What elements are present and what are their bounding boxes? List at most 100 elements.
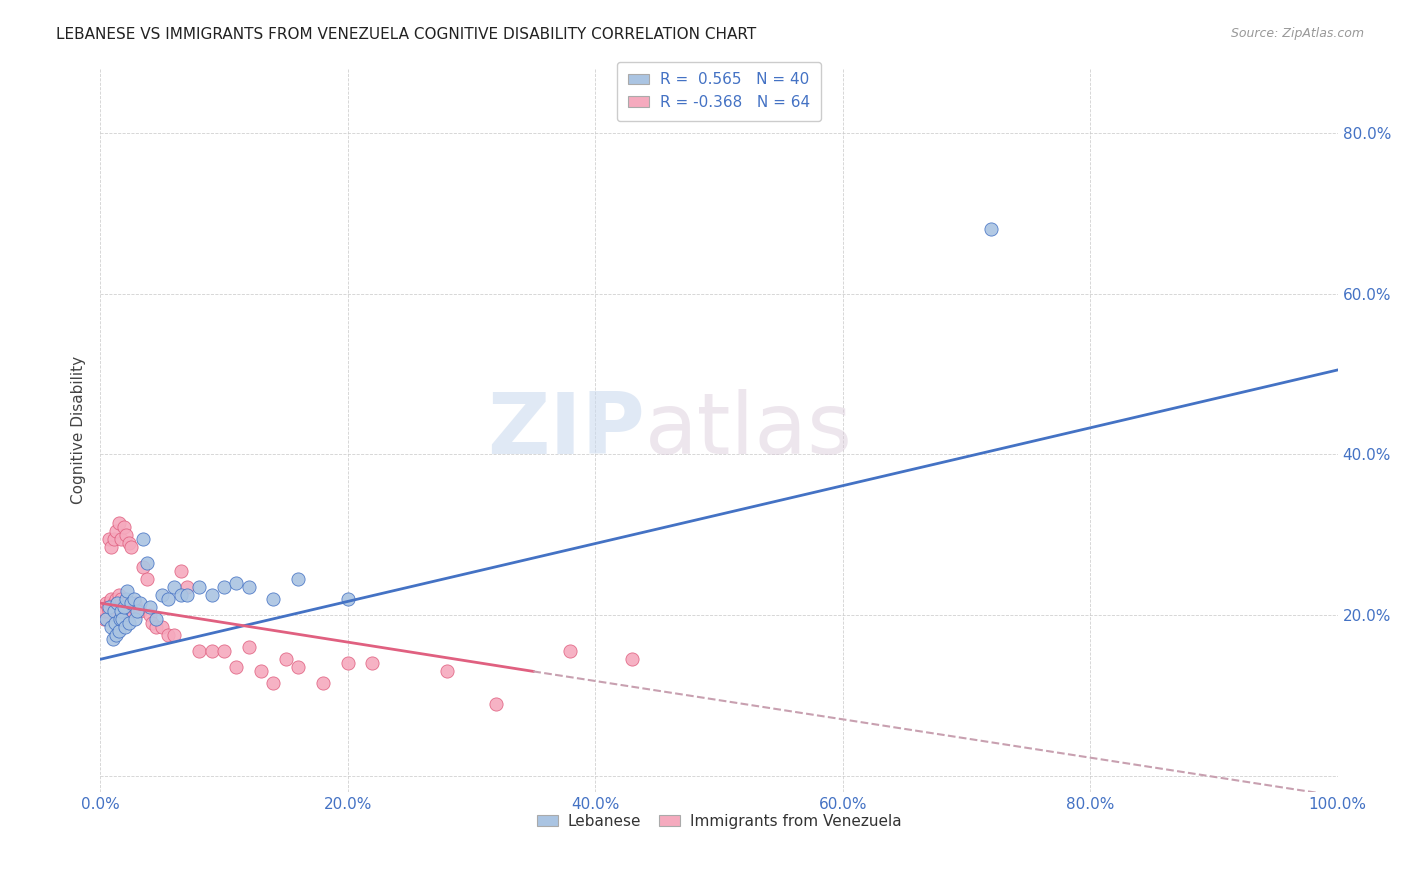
Text: ZIP: ZIP	[486, 389, 644, 472]
Point	[128, 604, 150, 618]
Point	[136, 556, 159, 570]
Point	[115, 592, 138, 607]
Point	[560, 644, 582, 658]
Point	[110, 532, 132, 546]
Point	[136, 572, 159, 586]
Point	[212, 644, 235, 658]
Point	[114, 620, 136, 634]
Point	[110, 604, 132, 618]
Point	[112, 519, 135, 533]
Point	[96, 612, 118, 626]
Point	[117, 535, 139, 549]
Point	[100, 540, 122, 554]
Point	[150, 620, 173, 634]
Point	[107, 516, 129, 530]
Point	[225, 660, 247, 674]
Point	[101, 600, 124, 615]
Point	[287, 660, 309, 674]
Point	[117, 596, 139, 610]
Point	[104, 600, 127, 615]
Point	[312, 676, 335, 690]
Point	[108, 600, 131, 615]
Point	[157, 592, 180, 607]
Point	[98, 596, 121, 610]
Point	[127, 604, 149, 618]
Point	[262, 676, 284, 690]
Point	[96, 596, 118, 610]
Point	[145, 620, 167, 634]
Point	[262, 592, 284, 607]
Point	[103, 604, 125, 618]
Legend: Lebanese, Immigrants from Venezuela: Lebanese, Immigrants from Venezuela	[530, 808, 907, 835]
Point	[127, 604, 149, 618]
Point	[101, 632, 124, 647]
Point	[103, 596, 125, 610]
Point	[120, 596, 142, 610]
Point	[108, 612, 131, 626]
Point	[96, 600, 118, 615]
Point	[436, 665, 458, 679]
Point	[105, 628, 128, 642]
Point	[250, 665, 273, 679]
Point	[121, 604, 143, 618]
Point	[200, 644, 222, 658]
Point	[169, 588, 191, 602]
Point	[150, 588, 173, 602]
Point	[141, 616, 163, 631]
Point	[97, 600, 120, 615]
Point	[169, 564, 191, 578]
Point	[238, 580, 260, 594]
Point	[274, 652, 297, 666]
Point	[94, 604, 117, 618]
Point	[336, 657, 359, 671]
Point	[225, 576, 247, 591]
Point	[93, 612, 115, 626]
Point	[120, 540, 142, 554]
Point	[485, 697, 508, 711]
Point	[145, 612, 167, 626]
Point	[114, 596, 136, 610]
Point	[105, 524, 128, 538]
Point	[120, 600, 142, 615]
Point	[163, 628, 186, 642]
Point	[117, 616, 139, 631]
Point	[287, 572, 309, 586]
Point	[200, 588, 222, 602]
Point	[621, 652, 644, 666]
Point	[122, 592, 145, 607]
Point	[128, 596, 150, 610]
Text: Source: ZipAtlas.com: Source: ZipAtlas.com	[1230, 27, 1364, 40]
Point	[138, 608, 160, 623]
Point	[188, 580, 211, 594]
Point	[138, 600, 160, 615]
Point	[107, 588, 129, 602]
Point	[111, 604, 134, 618]
Text: atlas: atlas	[644, 389, 852, 472]
Point	[117, 584, 139, 599]
Point	[336, 592, 359, 607]
Point	[107, 624, 129, 639]
Point	[97, 532, 120, 546]
Point	[124, 612, 146, 626]
Point	[176, 580, 198, 594]
Point	[115, 600, 138, 615]
Point	[110, 592, 132, 607]
Point	[115, 527, 138, 541]
Y-axis label: Cognitive Disability: Cognitive Disability	[72, 356, 86, 504]
Point	[107, 596, 129, 610]
Point	[157, 628, 180, 642]
Point	[122, 600, 145, 615]
Point	[104, 616, 127, 631]
Point	[112, 596, 135, 610]
Point	[118, 604, 141, 618]
Point	[163, 580, 186, 594]
Point	[132, 560, 155, 574]
Point	[361, 657, 384, 671]
Point	[112, 600, 135, 615]
Point	[188, 644, 211, 658]
Point	[124, 596, 146, 610]
Point	[980, 222, 1002, 236]
Point	[103, 532, 125, 546]
Point	[111, 612, 134, 626]
Point	[176, 588, 198, 602]
